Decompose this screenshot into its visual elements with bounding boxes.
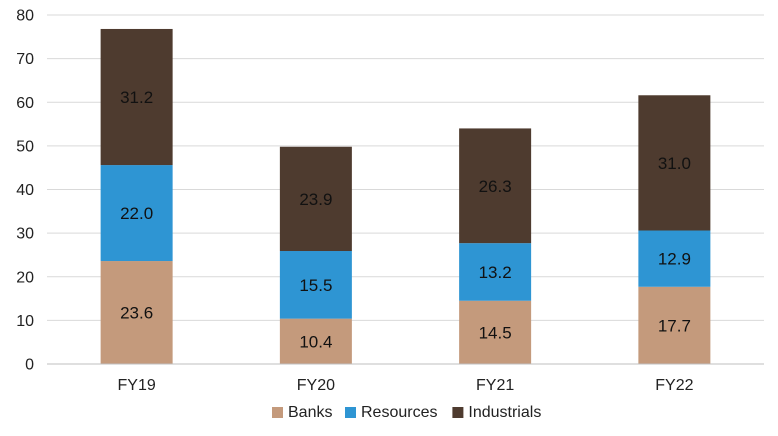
bar-banks-fy21	[459, 300, 532, 364]
data-label-banks-fy19: 23.6	[120, 304, 153, 323]
legend: Banks Resources Industrials	[272, 404, 541, 421]
x-tick-label: FY22	[655, 377, 693, 394]
y-tick-label: 70	[16, 51, 34, 68]
bar-resources-fy21	[459, 243, 532, 301]
legend-label-resources: Resources	[361, 404, 437, 421]
data-label-industrials-fy19: 31.2	[120, 88, 153, 107]
x-tick-label: FY20	[297, 377, 335, 394]
y-tick-label: 0	[25, 357, 34, 374]
y-tick-label: 30	[16, 226, 34, 243]
y-axis: 0 10 20 30 40 50 60 70 80	[16, 8, 34, 374]
legend-swatch-banks	[272, 407, 283, 418]
y-tick-label: 80	[16, 8, 34, 25]
bar-resources-fy22	[638, 230, 711, 287]
bar-banks-fy19	[100, 261, 173, 364]
data-label-resources-fy21: 13.2	[479, 263, 512, 282]
x-tick-label: FY19	[118, 377, 156, 394]
bar-resources-fy19	[100, 165, 173, 262]
y-tick-label: 20	[16, 269, 34, 286]
data-label-resources-fy20: 15.5	[299, 276, 332, 295]
bar-industrials-fy20	[279, 146, 352, 252]
y-tick-label: 40	[16, 182, 34, 199]
data-label-resources-fy19: 22.0	[120, 204, 153, 223]
bars: 23.6 22.0 31.2 10.4 15.5 23.9 14.5 13.2 26.3 17.7…	[100, 28, 711, 364]
legend-swatch-resources	[345, 407, 356, 418]
legend-label-industrials: Industrials	[468, 404, 541, 421]
data-label-banks-fy21: 14.5	[479, 323, 512, 342]
x-tick-label: FY21	[476, 377, 514, 394]
x-axis: FY19 FY20 FY21 FY22	[47, 363, 764, 394]
bar-banks-fy22	[638, 286, 711, 364]
y-tick-label: 50	[16, 138, 34, 155]
data-label-resources-fy22: 12.9	[658, 250, 691, 269]
data-label-industrials-fy21: 26.3	[479, 177, 512, 196]
data-label-industrials-fy20: 23.9	[299, 190, 332, 209]
bar-industrials-fy19	[100, 28, 173, 166]
data-label-industrials-fy22: 31.0	[658, 154, 691, 173]
data-label-banks-fy22: 17.7	[658, 316, 691, 335]
data-label-banks-fy20: 10.4	[299, 332, 332, 351]
y-tick-label: 10	[16, 313, 34, 330]
y-tick-label: 60	[16, 95, 34, 112]
bar-industrials-fy21	[459, 128, 532, 244]
legend-label-banks: Banks	[288, 404, 332, 421]
bar-banks-fy20	[279, 318, 352, 364]
legend-swatch-industrials	[452, 407, 464, 418]
bar-industrials-fy22	[638, 95, 711, 231]
bar-resources-fy20	[279, 251, 352, 319]
